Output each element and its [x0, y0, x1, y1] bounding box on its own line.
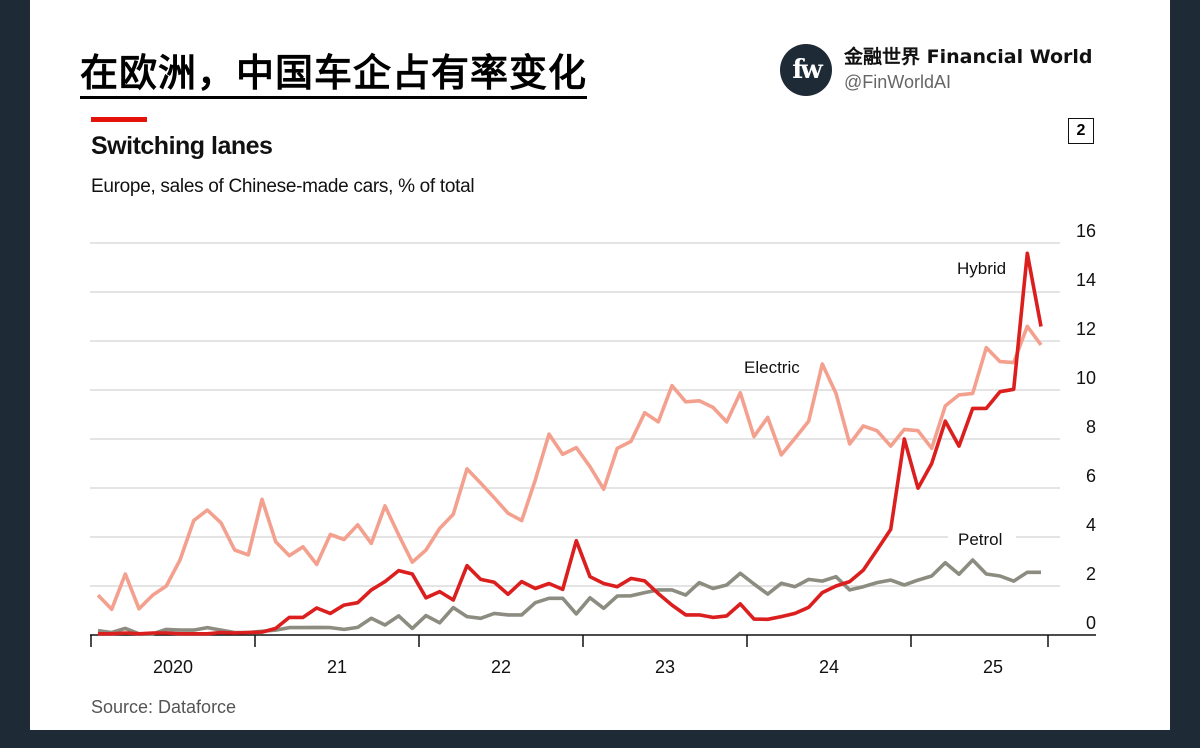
series-label-hybrid: Hybrid: [957, 259, 1006, 278]
y-tick-label: 12: [1076, 319, 1096, 339]
chart-subtitle: Europe, sales of Chinese-made cars, % of…: [91, 176, 475, 197]
page-number-badge: 2: [1068, 118, 1094, 144]
y-tick-label: 6: [1086, 466, 1096, 486]
brand-handle[interactable]: @FinWorldAI: [844, 72, 951, 92]
brand-name: 金融世界 Financial World: [844, 46, 1093, 68]
petrol-label-bg: [948, 526, 1016, 550]
source-note: Source: Dataforce: [91, 697, 237, 717]
x-tick-label: 24: [819, 657, 839, 677]
y-tick-label: 14: [1076, 270, 1096, 290]
y-tick-label: 0: [1086, 613, 1096, 633]
y-tick-label: 16: [1076, 221, 1096, 241]
y-tick-label: 10: [1076, 368, 1096, 388]
x-tick-label: 21: [327, 657, 347, 677]
y-tick-label: 4: [1086, 515, 1096, 535]
brand-logo-icon: fw: [780, 44, 832, 96]
x-tick-label: 23: [655, 657, 675, 677]
x-tick-label: 2020: [153, 657, 193, 677]
series-label-petrol: Petrol: [958, 530, 1002, 549]
x-tick-label: 22: [491, 657, 511, 677]
y-tick-label: 2: [1086, 564, 1096, 584]
page-headline: 在欧洲，中国车企占有率变化: [80, 50, 588, 99]
chart-title: Switching lanes: [91, 132, 273, 160]
y-tick-label: 8: [1086, 417, 1096, 437]
x-tick-label: 25: [983, 657, 1003, 677]
series-label-electric: Electric: [744, 358, 800, 377]
brand-header: fw 金融世界 Financial World @FinWorldAI: [780, 44, 1093, 96]
series-line-electric: [96, 324, 1043, 612]
series-line-hybrid: [98, 251, 1043, 636]
accent-bar: [91, 117, 147, 122]
